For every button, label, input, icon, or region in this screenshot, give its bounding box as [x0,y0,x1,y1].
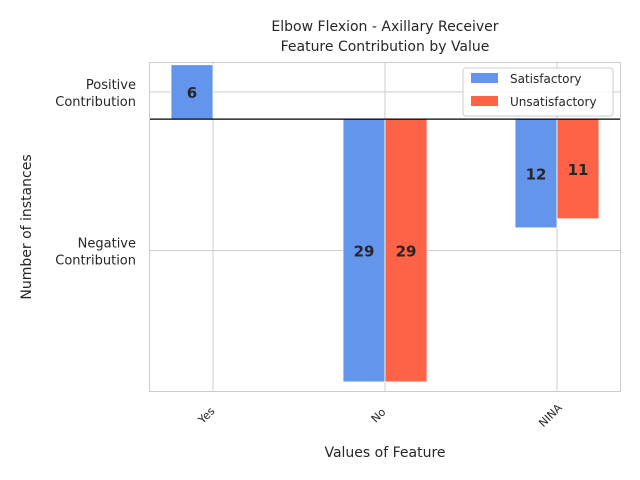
chart-title-line2: Feature Contribution by Value [281,39,490,55]
legend-swatch-unsatisfactory [471,96,498,106]
y-axis-label: Number of instances [19,154,35,299]
legend-swatch-satisfactory [471,73,498,83]
y-tick-label: Negative Contribution [55,237,136,269]
chart-title-line1: Elbow Flexion - Axillary Receiver [271,19,498,35]
bar-value-label: 6 [187,84,197,102]
legend-label-unsatisfactory: Unsatisfactory [510,95,597,109]
legend: Satisfactory Unsatisfactory [462,67,614,117]
bar-value-label: 11 [568,161,589,179]
x-axis-label: Values of Feature [324,445,445,461]
x-tick-label: NINA [536,401,565,430]
bar-value-label: 12 [526,165,547,183]
bars-layer [170,64,600,383]
y-tick-label: Positive Contribution [55,78,136,110]
x-tick-label: No [369,405,389,425]
x-tick-label: Yes [195,404,218,427]
bar-value-label: 29 [354,243,375,261]
legend-box [462,67,614,117]
bar-value-label: 29 [396,243,417,261]
legend-label-satisfactory: Satisfactory [510,72,582,86]
